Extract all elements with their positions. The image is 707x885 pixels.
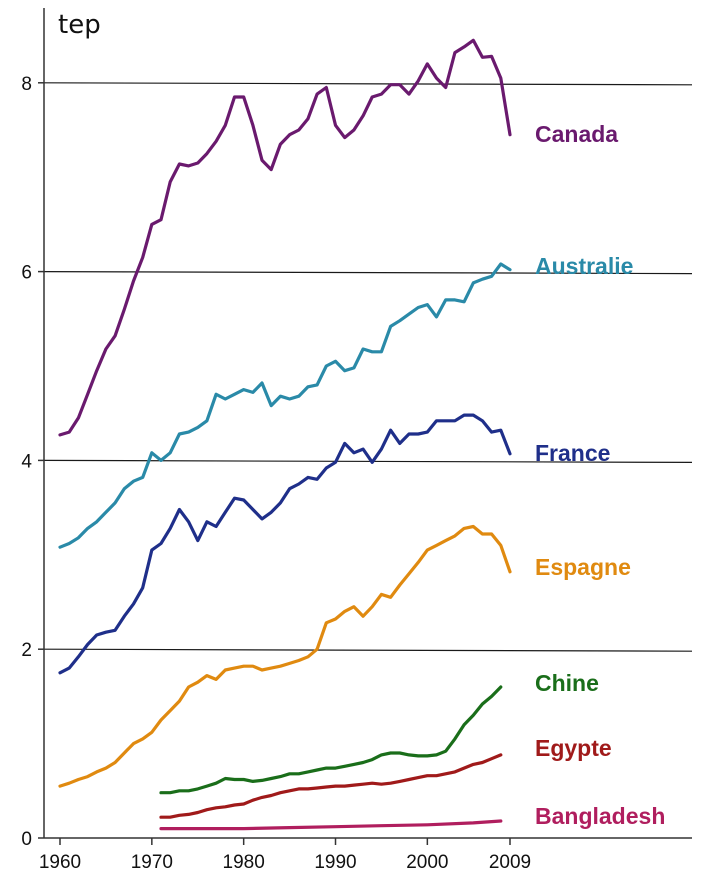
series-line-bangladesh [159, 819, 503, 831]
gridline-4 [43, 459, 693, 463]
series-label-australie: Australie [535, 253, 633, 279]
y-unit-label: tep [58, 10, 101, 40]
series-lines [58, 38, 512, 831]
y-tick-label: 0 [21, 829, 32, 850]
series-line-egypte [159, 753, 503, 819]
gridlines [43, 82, 693, 652]
y-tick-labels: 0 2 4 6 8 [21, 74, 44, 850]
series-label-egypte: Egypte [535, 735, 612, 761]
series-label-chine: Chine [535, 670, 599, 696]
x-tick-label: 1990 [314, 852, 356, 873]
y-tick-label: 4 [21, 451, 32, 472]
y-tick-label: 6 [21, 263, 32, 284]
x-tick-label: 2000 [406, 852, 448, 873]
x-tick-label: 2009 [489, 852, 531, 873]
gridline-2 [43, 648, 693, 652]
series-line-chine [159, 685, 503, 795]
x-tick-label: 1960 [39, 852, 81, 873]
gridline-8 [43, 82, 693, 86]
x-tick-label: 1980 [223, 852, 265, 873]
x-tick-label: 1970 [131, 852, 173, 873]
x-tick-labels: 1960 1970 1980 1990 2000 2009 [39, 838, 531, 873]
series-label-canada: Canada [535, 121, 618, 147]
series-label-bangladesh: Bangladesh [535, 803, 665, 829]
series-line-espagne [58, 524, 512, 788]
gridline-6 [43, 271, 693, 275]
y-tick-label: 8 [21, 74, 32, 95]
series-label-france: France [535, 440, 610, 466]
series-labels: Canada Australie France Espagne Chine Egypte B… [535, 121, 665, 829]
series-label-espagne: Espagne [535, 554, 631, 580]
series-line-france [58, 413, 512, 675]
series-line-canada [58, 38, 512, 437]
y-tick-label: 2 [21, 640, 32, 661]
series-line-australie [58, 262, 512, 549]
